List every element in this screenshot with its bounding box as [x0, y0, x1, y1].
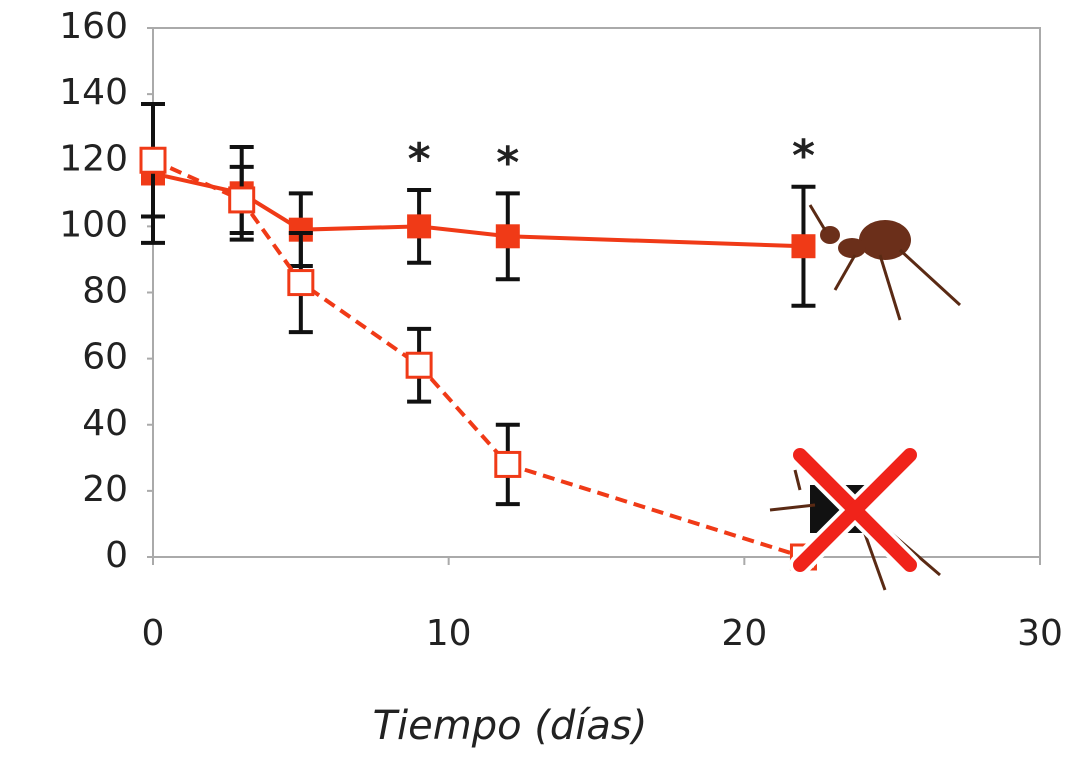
y-tick-label: 20 — [82, 469, 128, 510]
annotation: * — [408, 134, 431, 185]
y-tick-label: 40 — [82, 403, 128, 444]
marker — [407, 214, 432, 239]
x-tick-label: 0 — [142, 613, 165, 654]
y-tick-label: 80 — [82, 271, 128, 312]
marker — [139, 146, 167, 174]
x-axis-label: Tiempo (días) — [373, 703, 648, 749]
annotation: * — [792, 131, 815, 182]
marker — [791, 234, 816, 259]
y-tick-label: 160 — [59, 6, 128, 47]
ant-image — [808, 204, 962, 321]
x-tick-label: 20 — [721, 613, 767, 654]
y-tick-label: 0 — [105, 535, 128, 576]
series-line — [152, 171, 804, 249]
x-tick-label: 30 — [1017, 613, 1063, 654]
annotation: * — [496, 137, 519, 188]
y-tick-label: 120 — [59, 138, 128, 179]
y-tick-label: 60 — [82, 337, 128, 378]
series-line — [152, 158, 805, 559]
marker — [495, 224, 520, 249]
cross-icon — [789, 444, 921, 576]
marker — [494, 450, 522, 478]
y-tick-label: 100 — [59, 204, 128, 245]
marker — [287, 269, 315, 297]
x-tick-label: 10 — [426, 613, 472, 654]
plot-frame — [152, 27, 1041, 558]
y-tick-label: 140 — [59, 72, 128, 113]
marker — [228, 186, 256, 214]
marker — [405, 351, 433, 379]
